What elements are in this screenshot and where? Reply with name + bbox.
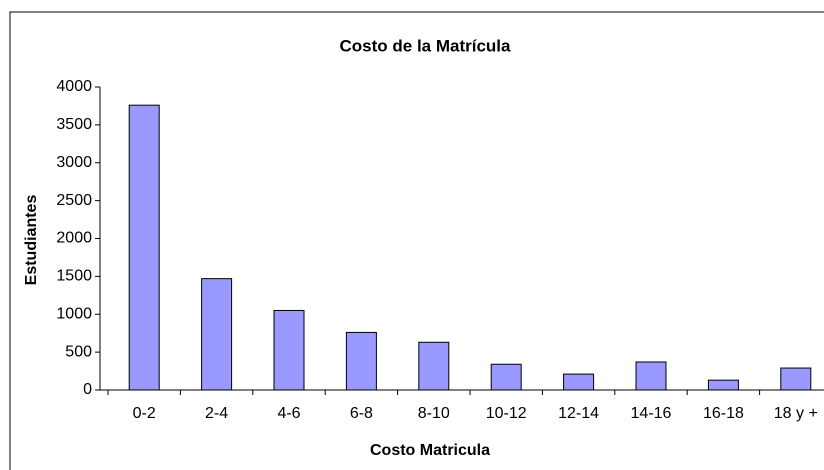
bar: [201, 278, 233, 391]
bar: [128, 104, 160, 391]
bar: [635, 361, 667, 391]
bar: [780, 367, 812, 391]
x-tick-label: 18 y +: [774, 405, 818, 422]
x-tick-label: 4-6: [277, 405, 300, 422]
bar: [418, 341, 450, 391]
y-tick-label: 500: [65, 343, 92, 360]
bar: [345, 331, 377, 391]
y-tick-label: 1000: [56, 305, 92, 322]
bar: [563, 373, 595, 391]
x-tick-label: 16-18: [703, 405, 744, 422]
x-tick-label: 0-2: [133, 405, 156, 422]
x-axis-label: Costo Matricula: [370, 442, 490, 459]
x-tick-label: 14-16: [631, 405, 672, 422]
bar: [490, 363, 522, 391]
x-tick-label: 10-12: [486, 405, 527, 422]
bar: [273, 309, 305, 391]
y-tick-label: 3500: [56, 116, 92, 133]
y-tick-label: 3000: [56, 154, 92, 171]
y-tick-label: 0: [83, 381, 92, 398]
bar: [707, 379, 739, 391]
y-axis-label: Estudiantes: [23, 195, 40, 286]
x-tick-label: 8-10: [418, 405, 450, 422]
chart-title: Costo de la Matrícula: [340, 36, 512, 55]
y-tick-label: 4000: [56, 78, 92, 95]
y-tick-label: 1500: [56, 268, 92, 285]
x-tick-label: 2-4: [205, 405, 228, 422]
x-tick-label: 6-8: [350, 405, 373, 422]
y-tick-label: 2500: [56, 192, 92, 209]
y-tick-label: 2000: [56, 230, 92, 247]
x-tick-label: 12-14: [558, 405, 599, 422]
